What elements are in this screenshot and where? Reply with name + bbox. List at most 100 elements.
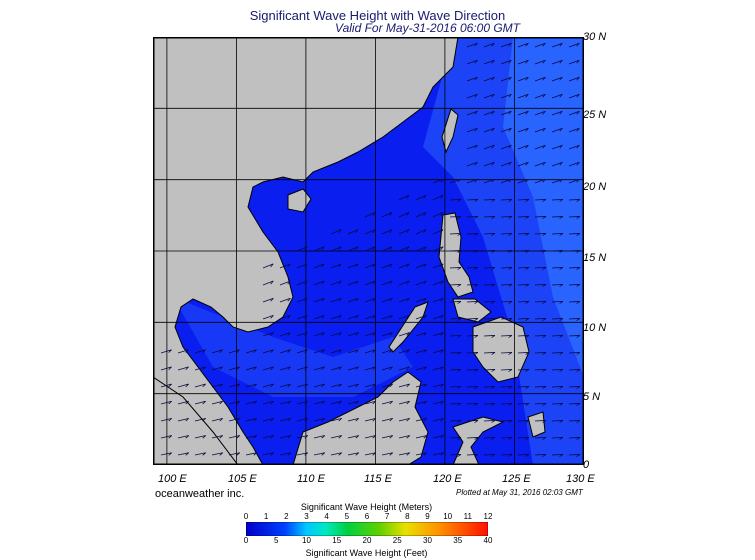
wave-arrow-head xyxy=(304,263,308,268)
wave-arrow xyxy=(313,349,325,354)
wave-arrow-head xyxy=(474,76,478,81)
wave-arrow xyxy=(483,454,496,456)
wave-arrow-head xyxy=(457,284,462,287)
wave-arrow xyxy=(483,233,496,235)
wave-arrow-head xyxy=(457,216,462,219)
wave-arrow-head xyxy=(423,383,427,388)
wave-arrow-head xyxy=(287,400,291,405)
wave-arrow xyxy=(500,93,512,99)
wave-arrow xyxy=(517,250,530,252)
wave-arrow-head xyxy=(389,263,393,268)
wave-arrow-head xyxy=(508,250,513,253)
wave-arrow xyxy=(381,400,393,405)
wave-arrow xyxy=(449,335,462,337)
lon-label-110: 110 E xyxy=(297,473,325,485)
wave-arrow xyxy=(194,366,206,371)
wave-arrow xyxy=(432,280,444,286)
wave-arrow xyxy=(347,417,359,422)
wave-arrow xyxy=(381,417,393,422)
lat-label-25: 25 N xyxy=(583,109,607,121)
wave-arrow xyxy=(381,349,393,354)
wave-arrow-head xyxy=(355,418,359,422)
wave-arrow xyxy=(262,280,274,286)
wave-arrow xyxy=(245,452,257,456)
wave-arrow xyxy=(296,435,308,439)
wave-arrow xyxy=(483,93,495,99)
wave-arrow-head xyxy=(474,420,479,423)
wave-arrow xyxy=(347,314,359,320)
wave-arrow-head xyxy=(508,437,513,440)
wave-arrow-head xyxy=(542,267,547,270)
wave-arrow-head xyxy=(508,178,512,183)
wave-arrow-head xyxy=(321,349,325,353)
wave-arrow xyxy=(483,199,496,201)
wave-arrow-head xyxy=(474,93,478,98)
wave-arrow-head xyxy=(542,110,546,115)
wave-arrow-head xyxy=(491,352,496,355)
wave-arrow-head xyxy=(423,195,427,199)
wave-arrow xyxy=(568,93,580,99)
wave-arrow-head xyxy=(576,301,581,304)
wave-arrow xyxy=(279,314,291,320)
wave-arrow xyxy=(449,199,462,201)
wave-arrow-head xyxy=(542,76,546,81)
wave-arrow-head xyxy=(219,366,223,370)
wave-arrow-head xyxy=(491,386,496,389)
wave-arrow-head xyxy=(559,369,564,372)
wave-arrow-head xyxy=(406,246,410,251)
wave-arrow-head xyxy=(287,418,291,422)
wave-arrow xyxy=(449,403,462,405)
wave-arrow xyxy=(432,435,444,439)
wave-arrow-head xyxy=(423,280,427,285)
wave-arrow xyxy=(466,267,479,269)
wave-arrow-head xyxy=(559,233,564,236)
wave-arrow-head xyxy=(542,318,547,321)
wave-arrow xyxy=(517,76,529,82)
wave-arrow xyxy=(517,42,529,48)
wave-arrow-head xyxy=(491,250,496,253)
wave-arrow xyxy=(415,400,427,405)
wave-arrow-head xyxy=(559,420,564,423)
wave-arrow-head xyxy=(491,233,496,236)
wave-arrow xyxy=(534,42,546,48)
wave-arrow-head xyxy=(440,178,444,183)
wave-arrow-head xyxy=(389,383,393,388)
map-frame xyxy=(153,37,584,465)
wave-arrow-head xyxy=(236,366,240,370)
wave-arrow xyxy=(398,332,410,337)
legend-meter-tick: 1 xyxy=(263,512,269,521)
wave-arrow xyxy=(432,212,444,218)
wave-arrow-head xyxy=(270,366,274,370)
wave-arrow xyxy=(500,250,513,252)
wave-arrow xyxy=(432,417,444,422)
wave-arrow xyxy=(500,76,512,82)
wave-arrow xyxy=(534,93,546,99)
wave-arrow-head xyxy=(372,297,376,302)
wave-arrow-head xyxy=(559,352,564,355)
wave-arrow xyxy=(364,212,376,218)
wave-arrow-head xyxy=(491,437,496,440)
legend-meter-tick: 10 xyxy=(443,512,453,521)
wave-arrow xyxy=(534,420,547,422)
wave-arrow xyxy=(466,454,479,456)
wave-arrow xyxy=(296,349,308,354)
wave-arrow-head xyxy=(338,400,342,405)
wave-arrow-head xyxy=(559,178,563,183)
wave-arrow-head xyxy=(321,280,325,285)
wave-arrow xyxy=(262,297,274,303)
wave-arrow-head xyxy=(508,93,512,98)
wave-arrow-head xyxy=(491,178,495,183)
wave-arrow xyxy=(483,369,496,371)
wave-arrow-head xyxy=(491,216,496,219)
wave-arrow xyxy=(364,229,376,235)
wave-arrow xyxy=(211,452,223,456)
wave-arrow xyxy=(466,233,479,235)
wave-arrow xyxy=(483,301,496,303)
wave-arrow-head xyxy=(253,383,257,388)
legend-feet-tick: 35 xyxy=(453,536,463,545)
wave-arrow xyxy=(534,284,547,286)
wave-arrow xyxy=(517,284,530,286)
wave-arrow xyxy=(568,178,580,184)
wave-arrow xyxy=(534,352,547,354)
wave-arrow-head xyxy=(185,349,189,353)
